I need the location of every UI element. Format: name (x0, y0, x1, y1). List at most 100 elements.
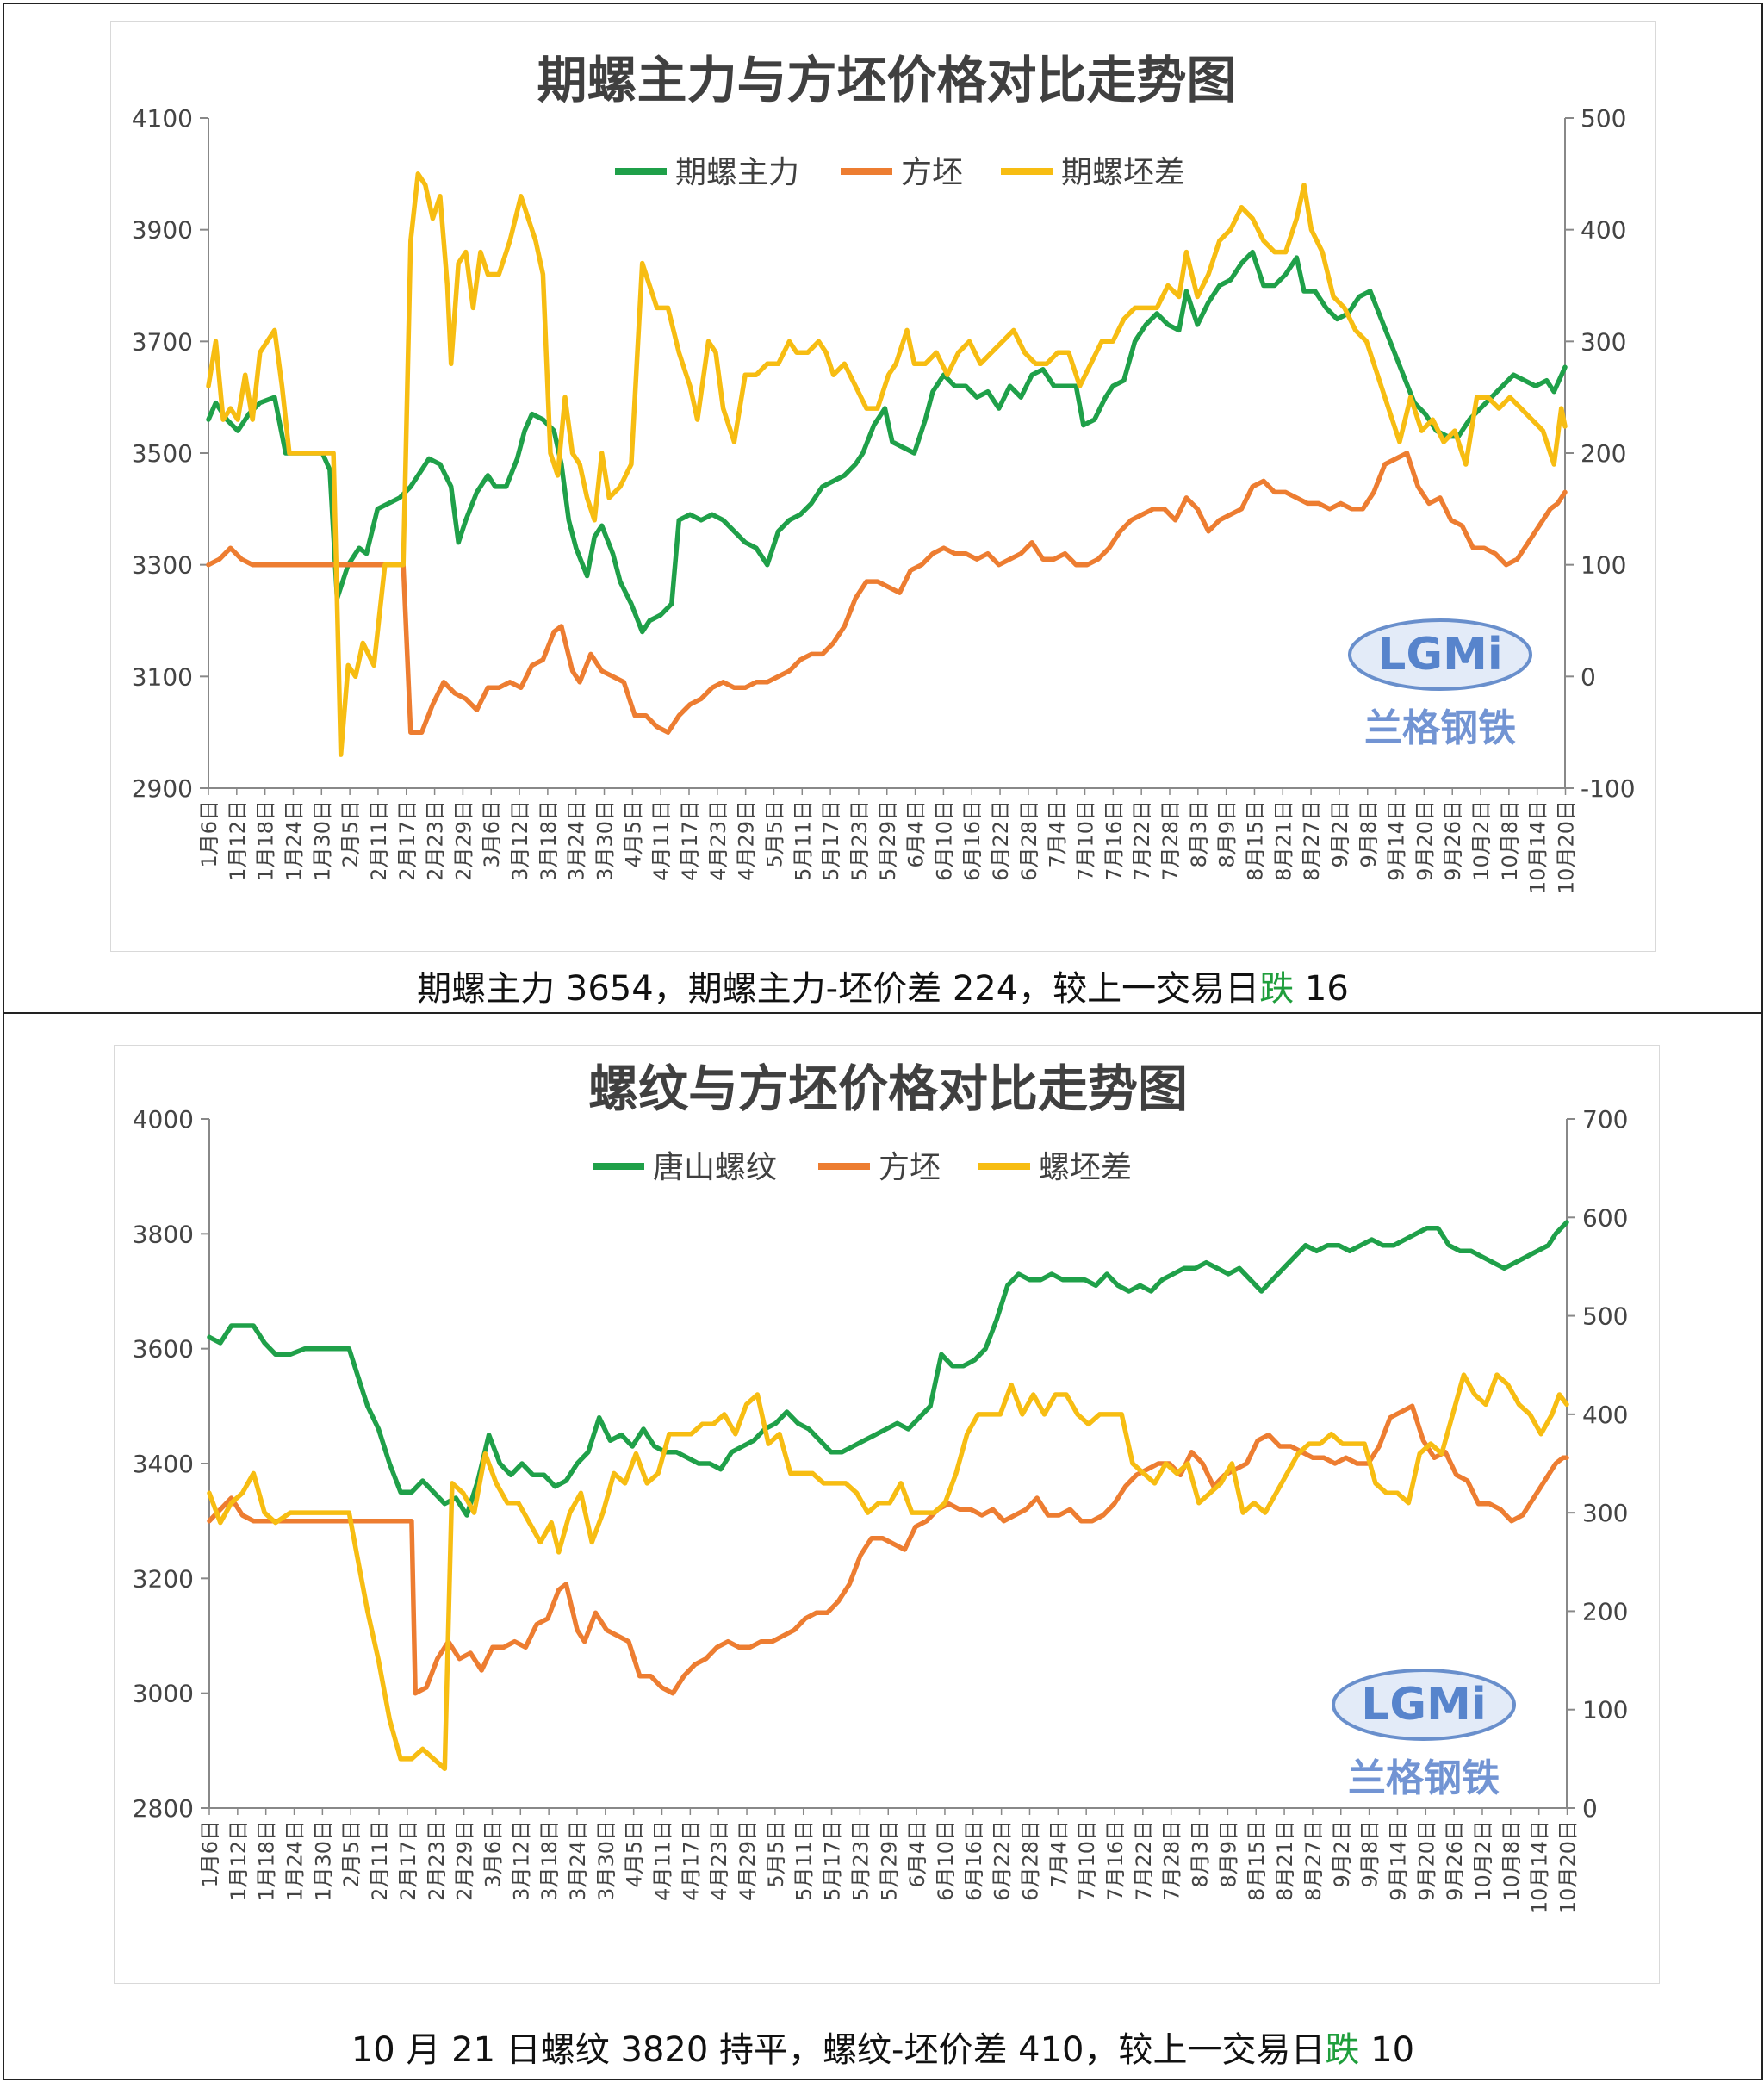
x-tick-label: 9月20日 (1413, 800, 1437, 881)
lgmi-logo: LGMi 兰格钢铁 (1348, 618, 1532, 750)
x-tick-label: 8月27日 (1301, 1820, 1326, 1901)
x-tick-label: 4月29日 (736, 1820, 760, 1901)
chart-panel-bottom: 螺纹与方坯价格对比走势图 4000 3800 3600 3400 3200 3000 2800… (3, 1012, 1763, 2080)
x-tick-label: 8月9日 (1215, 800, 1239, 868)
x-tick-label: 6月22日 (989, 800, 1013, 881)
x-tick-label: 7月22日 (1130, 800, 1154, 881)
y-tick-label-right: 700 (1582, 1105, 1628, 1134)
chart-title: 期螺主力与方坯价格对比走势图 (537, 51, 1236, 109)
chart-area: 螺纹与方坯价格对比走势图 4000 3800 3600 3400 3200 3000 2800… (114, 1045, 1660, 1984)
x-tick-label: 2月17日 (395, 800, 419, 881)
x-tick-label: 6月4日 (905, 1820, 929, 1888)
x-tick-label: 3月24日 (565, 800, 589, 881)
x-tick-label: 6月28日 (1017, 800, 1041, 881)
y-tick-label-right: 500 (1582, 1302, 1628, 1331)
y-tick-label-right: 400 (1582, 1401, 1628, 1429)
y-tick-label-right: 200 (1581, 439, 1626, 468)
x-tick-label: 6月10日 (932, 800, 956, 881)
x-tick-label: 1月12日 (227, 1820, 251, 1901)
y-tick-label-left: 3600 (133, 1335, 194, 1364)
y-tick-label-left: 3500 (132, 439, 193, 468)
x-tick-label: 9月26日 (1441, 800, 1465, 881)
x-tick-label: 9月2日 (1328, 800, 1352, 868)
x-tick-label: 10月8日 (1498, 800, 1522, 881)
x-tick-label: 9月14日 (1386, 1820, 1410, 1901)
y-tick-label-left: 4100 (132, 104, 193, 133)
x-tick-label: 10月20日 (1555, 800, 1579, 894)
y-tick-label-left: 3400 (133, 1450, 194, 1478)
x-tick-label: 2月5日 (339, 1820, 363, 1888)
chart-title: 螺纹与方坯价格对比走势图 (588, 1060, 1188, 1118)
x-tick-label: 1月18日 (255, 1820, 279, 1901)
x-tick-label: 1月6日 (198, 1820, 222, 1888)
x-tick-label: 5月17日 (821, 1820, 845, 1901)
x-tick-label: 3月12日 (508, 800, 532, 881)
series-line (206, 451, 1568, 735)
y-tick-label-right: 100 (1582, 1696, 1628, 1725)
chart-caption: 10 月 21 日螺纹 3820 持平，螺纹-坯价差 410，较上一交易日跌 1… (4, 2022, 1761, 2072)
x-tick-label: 2月17日 (396, 1820, 420, 1901)
x-tick-label: 9月2日 (1330, 1820, 1354, 1888)
lgmi-logo: LGMi 兰格钢铁 (1332, 1669, 1516, 1800)
chart-caption: 期螺主力 3654，期螺主力-坯价差 224，较上一交易日跌 16 (4, 960, 1761, 1010)
y-tick-label-left: 3900 (132, 216, 193, 245)
x-tick-label: 7月10日 (1074, 800, 1098, 881)
logo-oval (1332, 1669, 1516, 1741)
x-tick-label: 7月28日 (1158, 800, 1183, 881)
x-tick-label: 3月18日 (537, 800, 561, 881)
x-tick-label: 9月20日 (1414, 1820, 1438, 1901)
x-tick-label: 2月23日 (425, 1820, 449, 1901)
chart-panel-top: 期螺主力与方坯价格对比走势图 4100 3900 3700 3500 3300 3100 29… (3, 3, 1763, 1014)
y-tick-label-right: 600 (1582, 1203, 1628, 1232)
x-tick-label: 1月6日 (197, 800, 221, 868)
x-tick-label: 6月10日 (934, 1820, 958, 1901)
x-tick-label: 8月15日 (1245, 1820, 1269, 1901)
y-tick-label-left: 3000 (133, 1680, 194, 1708)
x-tick-label: 4月29日 (735, 800, 759, 881)
x-tick-label: 4月5日 (623, 1820, 647, 1888)
x-tick-label: 4月17日 (679, 1820, 703, 1901)
x-tick-label: 5月17日 (819, 800, 843, 881)
x-tick-label: 3月30日 (593, 800, 618, 881)
y-tick-label-left: 3700 (132, 327, 193, 356)
legend-label: 螺坯差 (1039, 1150, 1132, 1185)
caption-down-word: 跌 (1259, 969, 1295, 1009)
x-tick-label: 7月16日 (1102, 800, 1126, 881)
logo-text: LGMi (1361, 1679, 1486, 1731)
caption-down-word: 跌 (1325, 2030, 1360, 2070)
x-tick-label: 8月27日 (1300, 800, 1324, 881)
x-tick-label: 2月29日 (453, 1820, 477, 1901)
legend-label: 期螺主力 (675, 155, 799, 190)
y-tick-label-right: 500 (1581, 104, 1626, 133)
x-tick-label: 1月30日 (311, 1820, 335, 1901)
x-tick-label: 4月11日 (649, 800, 674, 881)
logo-subtitle: 兰格钢铁 (1364, 706, 1516, 750)
x-tick-label: 6月4日 (904, 800, 929, 868)
line-chart: 螺纹与方坯价格对比走势图4000380036003400320030002800… (133, 1060, 1629, 1914)
caption-change-value: 16 (1294, 969, 1349, 1009)
x-tick-label: 4月5日 (621, 800, 645, 868)
x-tick-label: 10月20日 (1556, 1820, 1581, 1914)
x-tick-label: 8月3日 (1189, 1820, 1213, 1888)
y-tick-label-right: 200 (1582, 1597, 1628, 1625)
x-tick-label: 6月16日 (960, 800, 984, 881)
y-tick-label-left: 3200 (133, 1564, 194, 1593)
x-tick-label: 7月16日 (1103, 1820, 1127, 1901)
series-line (207, 1372, 1569, 1772)
line-chart: 期螺主力与方坯价格对比走势图 4100 3900 3700 3500 3300 3100 29… (132, 51, 1636, 894)
x-tick-label: 7月4日 (1047, 1820, 1071, 1888)
x-tick-label: 10月2日 (1469, 800, 1494, 881)
x-tick-label: 2月29日 (451, 800, 475, 881)
y-tick-label-left: 2900 (132, 774, 193, 803)
series-line (206, 171, 1568, 757)
y-tick-label-left: 3100 (132, 662, 193, 691)
x-tick-label: 9月26日 (1443, 1820, 1467, 1901)
x-tick-label: 9月14日 (1385, 800, 1409, 881)
y-tick-label-right: 0 (1582, 1794, 1598, 1823)
x-tick-label: 6月22日 (991, 1820, 1015, 1901)
logo-oval (1348, 618, 1532, 691)
series-line (206, 249, 1568, 635)
legend-label: 方坯 (879, 1150, 941, 1185)
x-tick-label: 4月23日 (706, 800, 730, 881)
x-tick-label: 2月11日 (368, 1820, 392, 1901)
